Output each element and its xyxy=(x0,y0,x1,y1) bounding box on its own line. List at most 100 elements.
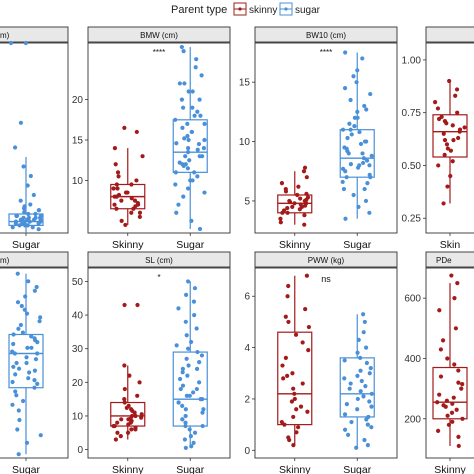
data-point xyxy=(111,423,116,429)
data-point xyxy=(456,380,461,385)
panel-5: SL (cm) 0 10 20 30 40 50 Skinny Sugar * xyxy=(72,251,231,474)
data-point xyxy=(127,373,132,378)
data-point xyxy=(289,399,295,404)
data-point xyxy=(183,154,188,159)
data-point xyxy=(192,286,198,291)
data-point xyxy=(113,162,118,167)
data-point xyxy=(28,173,33,179)
panel-frame xyxy=(0,42,69,234)
data-point xyxy=(356,337,361,342)
data-point xyxy=(279,419,284,425)
y-tick-label: 1.00 xyxy=(402,55,422,66)
data-point xyxy=(348,381,353,386)
data-point xyxy=(365,443,370,448)
data-point xyxy=(183,423,188,429)
data-point xyxy=(21,219,26,224)
y-tick-label: 40 xyxy=(72,311,84,322)
significance-annotation: **** xyxy=(320,48,332,57)
panel-7: PDe 200 400 600 Skinny xyxy=(404,251,474,474)
x-tick-label: Skinny xyxy=(112,464,144,474)
data-point xyxy=(16,408,21,413)
data-point xyxy=(10,379,15,385)
data-point xyxy=(281,376,286,381)
data-point xyxy=(451,138,456,143)
data-point xyxy=(459,386,464,391)
data-point xyxy=(306,324,312,330)
data-point xyxy=(342,376,347,381)
data-point xyxy=(14,360,19,366)
data-point xyxy=(192,430,198,435)
data-point xyxy=(450,419,455,424)
y-tick-label: 50 xyxy=(72,277,84,288)
data-point xyxy=(361,394,366,399)
data-point xyxy=(33,211,38,217)
data-point xyxy=(304,191,309,196)
data-point xyxy=(189,444,194,449)
data-point xyxy=(12,145,18,150)
data-point xyxy=(442,152,447,157)
data-point xyxy=(342,86,348,91)
data-point xyxy=(184,333,189,338)
data-point xyxy=(24,311,30,316)
data-point xyxy=(352,124,357,129)
data-point xyxy=(185,133,190,139)
data-point xyxy=(32,385,37,390)
data-point xyxy=(32,288,37,293)
data-point xyxy=(441,201,446,206)
data-point xyxy=(30,225,35,230)
data-point xyxy=(15,427,20,432)
data-point xyxy=(302,165,308,170)
data-point xyxy=(369,425,374,430)
data-point xyxy=(361,330,366,335)
data-point xyxy=(129,196,134,201)
data-point xyxy=(362,319,367,325)
data-point xyxy=(344,146,349,151)
data-point xyxy=(304,273,310,278)
data-point xyxy=(435,428,441,433)
data-point xyxy=(300,340,305,345)
data-point xyxy=(345,432,351,437)
data-point xyxy=(186,146,191,151)
data-point xyxy=(362,186,367,192)
data-point xyxy=(450,401,455,406)
data-point xyxy=(450,123,455,128)
data-point xyxy=(119,417,124,422)
data-point xyxy=(194,57,199,62)
data-point xyxy=(442,119,448,124)
data-point xyxy=(119,198,124,203)
data-point xyxy=(441,403,446,408)
data-point xyxy=(460,416,465,421)
data-point xyxy=(285,294,290,299)
data-point xyxy=(129,210,134,215)
data-point xyxy=(302,222,307,227)
data-point xyxy=(355,396,360,402)
data-point xyxy=(122,363,127,368)
panel-frame xyxy=(0,267,69,459)
data-point xyxy=(351,74,356,79)
data-point xyxy=(34,284,39,290)
data-point xyxy=(26,279,31,284)
data-point xyxy=(283,186,288,192)
data-point xyxy=(340,127,346,132)
data-point xyxy=(183,413,188,419)
data-point xyxy=(177,160,182,165)
data-point xyxy=(180,417,185,422)
data-point xyxy=(200,410,205,415)
data-point xyxy=(189,218,194,223)
data-point xyxy=(368,91,373,97)
data-point xyxy=(283,355,288,360)
data-point xyxy=(439,114,444,119)
y-tick-label: 2 xyxy=(244,394,250,405)
x-tick-label: Skinny xyxy=(112,239,144,251)
data-point xyxy=(196,141,202,147)
data-point xyxy=(111,186,116,191)
data-point xyxy=(182,81,187,86)
data-point xyxy=(191,440,196,445)
y-tick-label: 400 xyxy=(404,354,421,365)
data-point xyxy=(179,44,184,50)
data-point xyxy=(437,308,442,313)
data-point xyxy=(437,392,442,397)
data-point xyxy=(364,360,369,366)
data-point xyxy=(200,423,205,429)
data-point xyxy=(115,430,120,435)
